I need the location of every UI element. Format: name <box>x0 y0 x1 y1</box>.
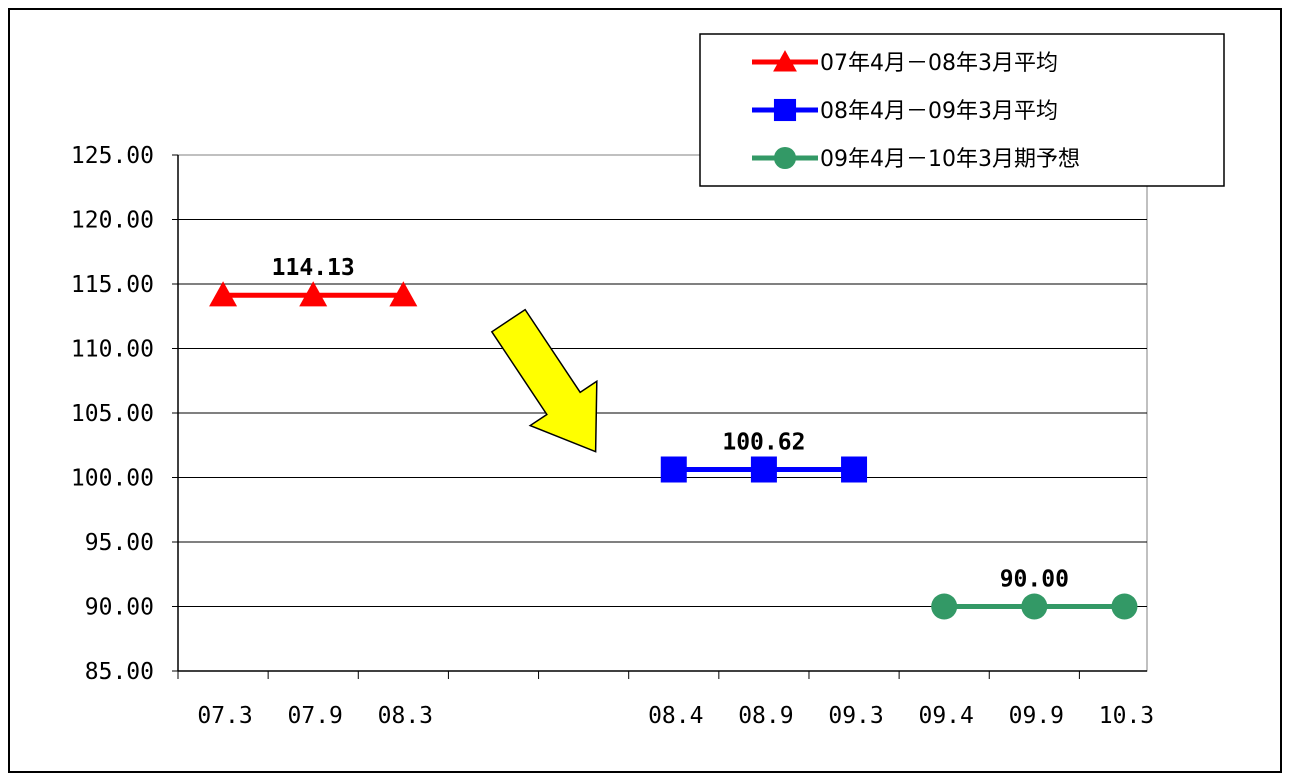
series-2-point <box>841 456 868 483</box>
legend-label: 07年4月－08年3月平均 <box>820 51 1058 76</box>
grid-layer <box>177 154 1148 672</box>
series-1-point <box>389 281 418 307</box>
series-3-point <box>1021 593 1048 620</box>
legend-label: 08年4月－09年3月平均 <box>820 99 1058 124</box>
chart-frame: 85.00 90.00 95.00 100.00 105.00 110.00 115.00 1… <box>8 8 1282 773</box>
y-tick-label: 110.00 <box>71 337 154 363</box>
x-tick-label: 10.3 <box>1099 703 1154 729</box>
x-tick-label: 08.4 <box>648 703 703 729</box>
legend-swatch-marker <box>773 146 797 170</box>
series-2-point <box>750 456 777 483</box>
series-2-point <box>660 456 687 483</box>
y-tick-label: 90.00 <box>85 595 154 621</box>
y-tick-label: 120.00 <box>71 208 154 234</box>
x-tick-label: 07.9 <box>288 703 343 729</box>
series-1-point <box>299 281 328 307</box>
series-1-point <box>209 281 238 307</box>
annotation-layer <box>490 308 598 453</box>
axis-layer: 85.00 90.00 95.00 100.00 105.00 110.00 115.00 1… <box>71 143 1154 729</box>
data-label: 114.13 <box>272 255 355 281</box>
y-tick-label: 100.00 <box>71 466 154 492</box>
legend-label: 09年4月－10年3月期予想 <box>820 147 1080 172</box>
y-tick-label: 85.00 <box>85 659 154 685</box>
legend: 07年4月－08年3月平均 08年4月－09年3月平均 09年4月－10年3月期予想 <box>699 33 1225 187</box>
legend-swatch-marker <box>773 98 797 122</box>
data-label: 90.00 <box>1000 567 1069 593</box>
x-tick-label: 09.9 <box>1009 703 1064 729</box>
label-layer: 114.13 100.62 90.00 <box>272 255 1069 592</box>
y-tick-label: 105.00 <box>71 401 154 427</box>
y-tick-label: 95.00 <box>85 530 154 556</box>
y-tick-label: 125.00 <box>71 143 154 169</box>
y-tick-label: 115.00 <box>71 272 154 298</box>
x-tick-label: 09.3 <box>828 703 883 729</box>
trend-arrow <box>490 308 598 453</box>
legend-swatch-marker <box>773 50 797 72</box>
x-tick-label: 07.3 <box>197 703 252 729</box>
series-layer <box>209 281 1138 620</box>
data-label: 100.62 <box>722 430 805 456</box>
x-tick-label: 08.9 <box>738 703 793 729</box>
series-3-point <box>931 593 958 620</box>
x-tick-label: 08.3 <box>378 703 433 729</box>
x-tick-label: 09.4 <box>918 703 973 729</box>
series-3-point <box>1111 593 1138 620</box>
